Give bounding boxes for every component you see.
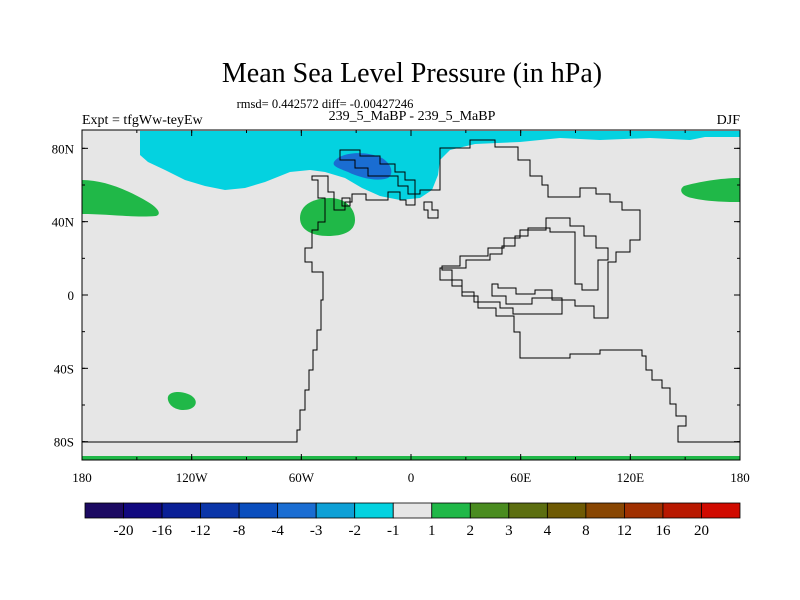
colorbar-label: -1 xyxy=(387,523,400,539)
colorbar-label: 16 xyxy=(655,523,671,539)
x-axis: 180 120W 60W 0 60E 120E 180 xyxy=(72,130,750,485)
colorbar-label: -2 xyxy=(348,523,361,539)
colorbar-swatch xyxy=(624,502,664,519)
colorbar: -20 -16 -12 -8 -4 -3 -2 -1 1 2 3 4 8 12 16 20 xyxy=(84,502,741,539)
x-tick-label: 180 xyxy=(72,470,92,485)
anomaly-pacific-west-positive xyxy=(82,180,159,217)
colorbar-label: 12 xyxy=(617,523,632,539)
colorbar-label: 2 xyxy=(467,523,475,539)
colorbar-swatch xyxy=(508,502,548,519)
colorbar-swatch xyxy=(392,502,433,519)
y-tick-label: 0 xyxy=(68,288,75,303)
colorbar-label: 1 xyxy=(428,523,436,539)
coastline-island-a xyxy=(341,197,351,207)
colorbar-label: 20 xyxy=(694,523,709,539)
coastline-island-b xyxy=(423,201,439,219)
x-tick-label: 60E xyxy=(510,470,531,485)
x-tick-label: 120E xyxy=(617,470,645,485)
y-tick-label: 40S xyxy=(54,361,74,376)
anomaly-south-pacific-positive xyxy=(167,392,196,410)
anomaly-arctic-negative-band xyxy=(140,131,740,200)
colorbar-swatch xyxy=(662,502,702,519)
colorbar-label: -3 xyxy=(310,523,323,539)
y-axis: 80N 40N 0 40S 80S xyxy=(52,141,740,450)
colorbar-swatch xyxy=(469,502,510,519)
colorbar-label: -8 xyxy=(233,523,246,539)
anomaly-pacific-east-positive xyxy=(681,178,740,202)
colorbar-swatch xyxy=(277,502,317,519)
y-tick-label: 80S xyxy=(54,435,74,450)
colorbar-label: -4 xyxy=(271,523,284,539)
colorbar-swatch xyxy=(354,502,394,519)
x-tick-label: 60W xyxy=(289,470,315,485)
colorbar-label: -20 xyxy=(114,523,134,539)
colorbar-swatch xyxy=(431,502,471,519)
x-tick-label: 120W xyxy=(176,470,209,485)
colorbar-swatch xyxy=(200,502,240,519)
colorbar-label: 3 xyxy=(505,523,513,539)
colorbar-swatch xyxy=(315,502,356,519)
y-tick-label: 40N xyxy=(52,215,75,230)
coastline-main-continent xyxy=(82,139,740,443)
y-tick-label: 80N xyxy=(52,141,75,156)
stats-line: rmsd= 0.442572 diff= -0.00427246 xyxy=(237,97,414,111)
anomaly-north-central-positive xyxy=(300,198,355,236)
colorbar-swatch xyxy=(546,502,587,519)
colorbar-label: 8 xyxy=(582,523,590,539)
coastlines xyxy=(82,139,740,443)
season-label: DJF xyxy=(717,113,741,128)
colorbar-label: -12 xyxy=(191,523,211,539)
colorbar-label: -16 xyxy=(152,523,172,539)
colorbar-swatch xyxy=(585,502,625,519)
colorbar-swatch xyxy=(123,502,163,519)
colorbar-swatch xyxy=(238,502,279,519)
colorbar-swatch xyxy=(84,502,124,519)
comparison-label: 239_5_MaBP - 239_5_MaBP xyxy=(329,109,496,124)
colorbar-label: 4 xyxy=(544,523,552,539)
colorbar-swatch xyxy=(701,502,741,519)
experiment-label: Expt = tfgWw-teyEw xyxy=(82,113,204,128)
x-tick-label: 180 xyxy=(730,470,750,485)
chart-title: Mean Sea Level Pressure (in hPa) xyxy=(222,58,602,89)
x-tick-label: 0 xyxy=(408,470,415,485)
colorbar-swatch xyxy=(161,502,201,519)
